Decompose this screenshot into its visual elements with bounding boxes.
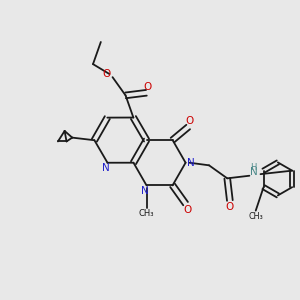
Text: O: O xyxy=(103,69,111,79)
Text: N: N xyxy=(188,158,195,168)
Text: O: O xyxy=(226,202,234,212)
Text: O: O xyxy=(183,205,191,215)
Text: N: N xyxy=(141,186,149,196)
Text: O: O xyxy=(186,116,194,126)
Text: N: N xyxy=(102,163,110,172)
Text: N: N xyxy=(250,167,257,177)
Text: CH₃: CH₃ xyxy=(248,212,263,221)
Text: O: O xyxy=(144,82,152,92)
Text: H: H xyxy=(250,163,257,172)
Text: CH₃: CH₃ xyxy=(139,209,154,218)
